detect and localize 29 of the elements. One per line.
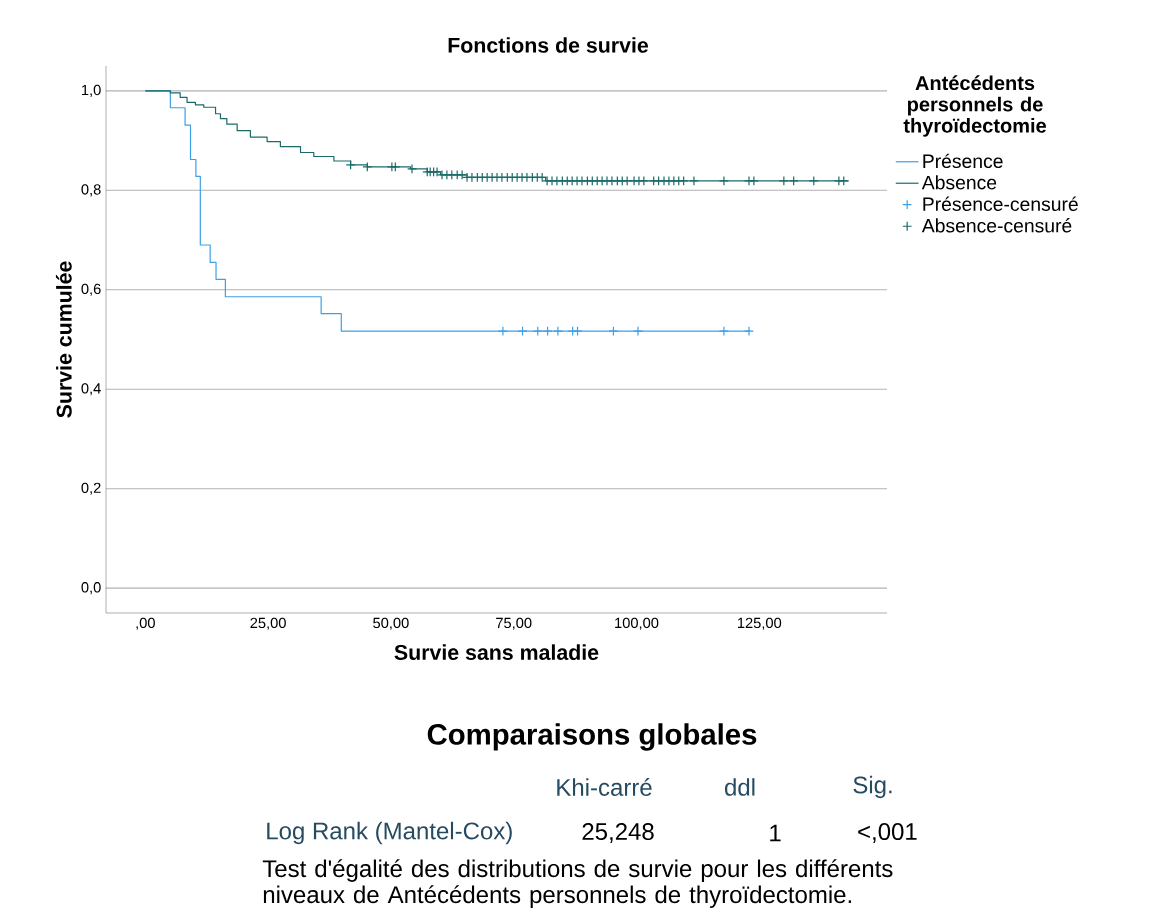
x-axis-title: Survie sans maladie (394, 644, 599, 660)
legend-label: Présence-censuré (923, 196, 1078, 211)
x-tick-label: ,00 (136, 617, 155, 630)
text: ddl (725, 778, 755, 796)
text: Sig. (853, 775, 892, 799)
x-tick-label: 125,00 (737, 617, 782, 630)
text: 1 (770, 824, 781, 842)
text: 25,248 (582, 823, 654, 843)
text: Comparaisons globales (427, 723, 757, 751)
x-tick-label: 100,00 (615, 617, 659, 630)
text: Test d'égalité des distributions de survie pour les différents niveaux de Antécédents personnels de thyroïdectomie. (262, 859, 893, 908)
x-tick-label: 75,00 (496, 617, 532, 630)
x-tick-label: 50,00 (373, 617, 409, 630)
y-tick-label: 1,0 (82, 84, 101, 97)
legend-label: Absence-censuré (921, 218, 1072, 233)
y-tick-label: 0,4 (81, 383, 101, 396)
text: Log Rank (Mantel-Cox) (267, 821, 512, 845)
text: Khi-carré (557, 778, 652, 796)
chart-title: Fonctions de survie (448, 37, 649, 53)
y-tick-label: 0,2 (81, 482, 101, 495)
x-tick-label: 25,00 (250, 617, 286, 630)
y-tick-label: 0,0 (81, 582, 101, 595)
legend-title: Antécédents personnels de thyroïdectomie (903, 75, 1046, 137)
y-tick-label: 0,6 (81, 283, 101, 296)
legend-label: Présence (923, 153, 1003, 169)
text: <,001 (858, 823, 917, 843)
legend-label: Absence (921, 175, 997, 190)
y-axis-title: Survie cumulée (55, 261, 72, 418)
y-tick-label: 0,8 (81, 184, 101, 197)
